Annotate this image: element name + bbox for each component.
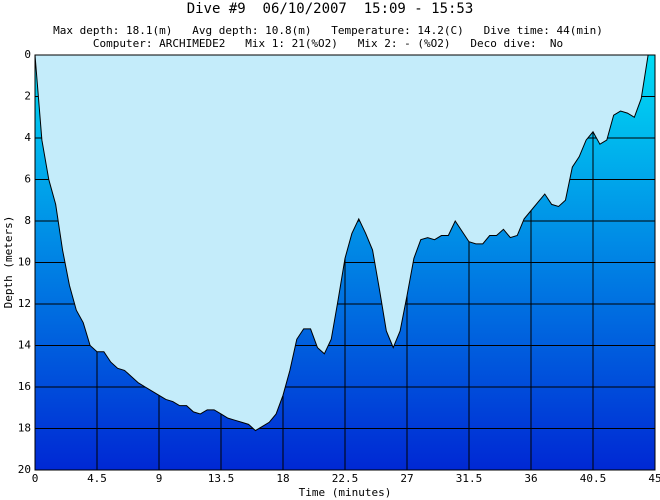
chart-title: Dive #9 06/10/2007 15:09 - 15:53	[187, 1, 474, 17]
x-tick-label: 27	[400, 472, 413, 485]
x-tick-label: 9	[156, 472, 163, 485]
x-tick-label: 22.5	[332, 472, 359, 485]
x-tick-label: 40.5	[580, 472, 607, 485]
surface-area	[35, 55, 649, 431]
y-tick-label: 0	[24, 48, 31, 61]
x-tick-label: 4.5	[87, 472, 107, 485]
y-tick-label: 2	[24, 90, 31, 103]
x-tick-label: 18	[276, 472, 289, 485]
y-tick-label: 4	[24, 131, 31, 144]
info-line: Max depth: 18.1(m) Avg depth: 10.8(m) Te…	[53, 24, 603, 37]
y-axis-label: Depth (meters)	[2, 216, 15, 309]
y-tick-label: 16	[18, 380, 31, 393]
y-tick-label: 12	[18, 297, 31, 310]
x-tick-label: 36	[524, 472, 537, 485]
x-tick-label: 45	[648, 472, 660, 485]
y-tick-label: 20	[18, 463, 31, 476]
y-tick-label: 10	[18, 256, 31, 269]
y-tick-label: 18	[18, 422, 31, 435]
x-tick-label: 13.5	[208, 472, 235, 485]
info-line: Computer: ARCHIMEDE2 Mix 1: 21(%O2) Mix …	[93, 37, 563, 50]
y-tick-label: 6	[24, 173, 31, 186]
y-tick-label: 14	[18, 339, 32, 352]
x-tick-label: 0	[32, 472, 39, 485]
x-tick-label: 31.5	[456, 472, 483, 485]
profile-line	[34, 54, 649, 432]
x-axis-label: Time (minutes)	[299, 486, 392, 499]
plot-border	[34, 54, 656, 471]
y-tick-label: 8	[24, 214, 31, 227]
